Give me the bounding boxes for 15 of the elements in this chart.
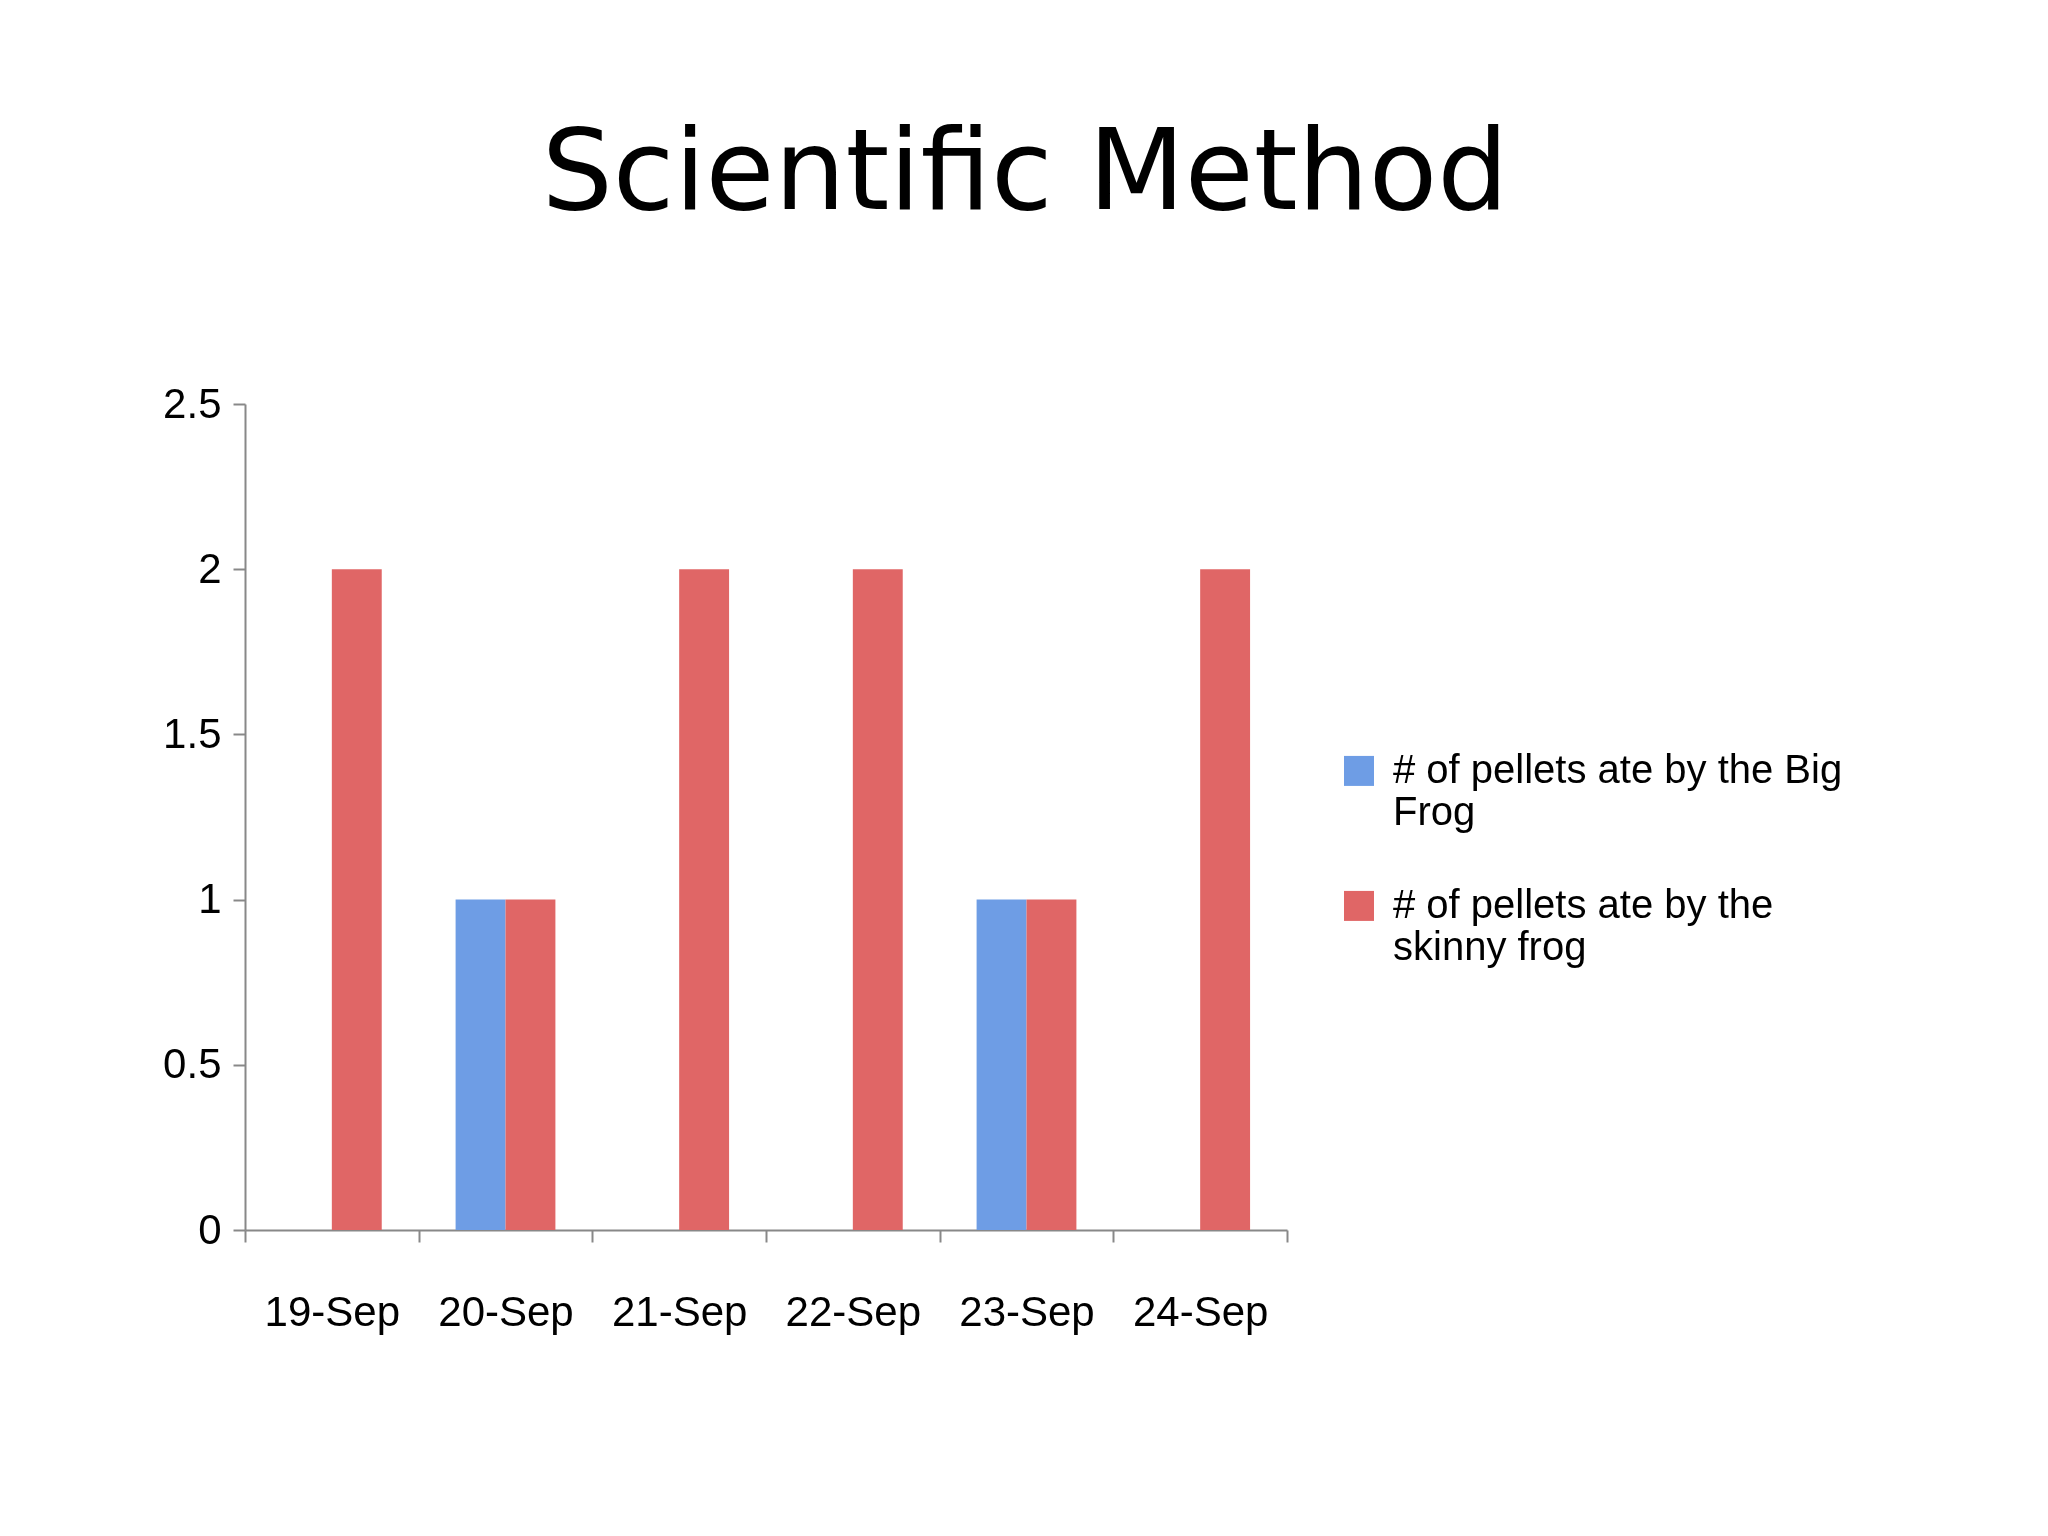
legend-label: # of pellets ate by the skinny frog bbox=[1393, 881, 1774, 968]
chart-title: Scientific Method bbox=[541, 105, 1509, 235]
x-tick-label: 23-Sep bbox=[959, 1287, 1095, 1335]
y-tick-label: 1 bbox=[198, 875, 222, 923]
legend-label: # of pellets ate by the Big Frog bbox=[1393, 746, 1843, 833]
y-tick-label: 0.5 bbox=[163, 1040, 222, 1088]
y-tick-label: 0 bbox=[198, 1205, 222, 1253]
x-tick-label: 21-Sep bbox=[611, 1287, 748, 1335]
y-tick-label: 1.5 bbox=[163, 709, 222, 757]
x-tick-label: 22-Sep bbox=[785, 1287, 922, 1335]
x-tick-label: 24-Sep bbox=[1132, 1287, 1269, 1335]
x-tick-label: 20-Sep bbox=[438, 1287, 574, 1335]
x-tick-label: 19-Sep bbox=[264, 1287, 401, 1335]
y-tick-label: 2 bbox=[198, 544, 222, 592]
y-tick-label: 2.5 bbox=[163, 379, 222, 427]
